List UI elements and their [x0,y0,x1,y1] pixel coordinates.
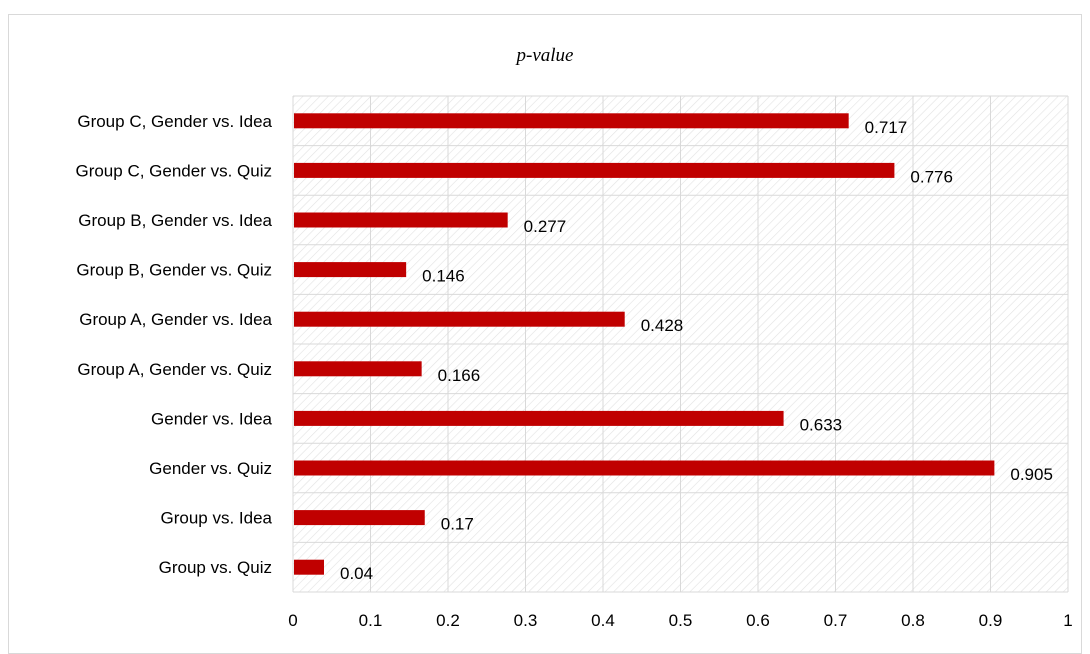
bar [294,510,425,526]
category-label: Group B, Gender vs. Quiz [76,261,272,280]
data-label: 0.17 [441,515,474,534]
x-tick-label: 0.3 [514,611,538,630]
bar [294,460,995,476]
data-label: 0.04 [340,564,373,583]
x-tick-label: 0.1 [359,611,383,630]
bar [294,212,508,228]
x-tick-label: 0.7 [824,611,848,630]
category-label: Group vs. Idea [160,509,272,528]
chart-title: p-value [516,45,574,66]
x-tick-label: 0.8 [901,611,925,630]
bar [294,361,422,377]
grid-lines [292,95,1069,593]
category-label: Group C, Gender vs. Idea [77,112,272,131]
category-label: Group A, Gender vs. Quiz [77,360,272,379]
bar [294,162,895,178]
data-label: 0.166 [438,366,481,385]
category-labels: Group C, Gender vs. Idea Group C, Gender … [75,112,272,577]
x-tick-labels: 0 0.1 0.2 0.3 0.4 0.5 0.6 0.7 0.8 0.9 1 [288,611,1072,630]
bars [294,113,995,575]
bar [294,410,784,426]
x-tick-label: 0.9 [979,611,1003,630]
data-labels: 0.717 0.776 0.277 0.146 0.428 0.166 0.633 0.905… [340,118,1053,583]
category-label: Gender vs. Quiz [149,459,272,478]
data-label: 0.428 [641,316,684,335]
x-tick-label: 1 [1063,611,1072,630]
data-label: 0.905 [1010,465,1053,484]
data-label: 0.146 [422,267,465,286]
x-tick-label: 0.5 [669,611,693,630]
bar [294,262,407,278]
bar [294,113,849,129]
category-label: Gender vs. Idea [151,409,273,428]
bar [294,311,625,327]
data-label: 0.277 [524,217,567,236]
bar [294,559,324,575]
category-label: Group vs. Quiz [159,558,272,577]
data-label: 0.633 [800,415,843,434]
x-tick-label: 0.6 [746,611,770,630]
x-tick-label: 0.4 [591,611,615,630]
x-tick-label: 0 [288,611,297,630]
category-label: Group B, Gender vs. Idea [78,211,272,230]
category-label: Group C, Gender vs. Quiz [75,161,272,180]
category-label: Group A, Gender vs. Idea [79,310,272,329]
x-tick-label: 0.2 [436,611,460,630]
data-label: 0.776 [910,167,953,186]
data-label: 0.717 [865,118,908,137]
